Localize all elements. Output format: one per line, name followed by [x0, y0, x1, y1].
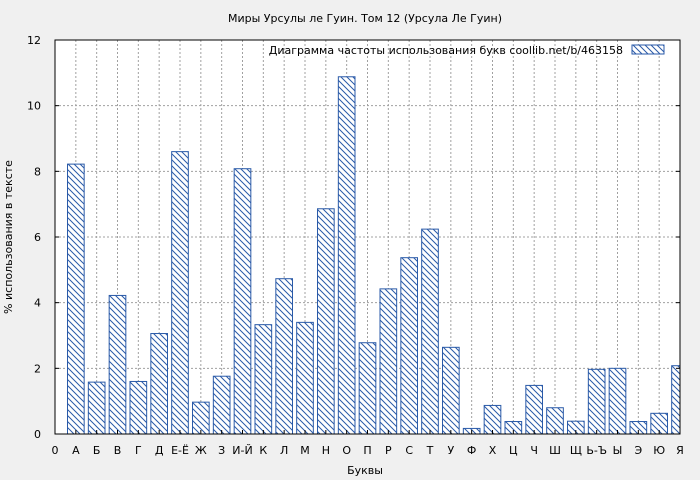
x-tick-label: Е-Ё — [171, 444, 189, 457]
bar — [233, 168, 252, 435]
y-tick-label: 10 — [27, 100, 41, 113]
x-tick-label: В — [114, 444, 122, 457]
bar — [296, 321, 314, 435]
x-tick-label: Ш — [549, 444, 561, 457]
chart-title: Миры Урсулы ле Гуин. Том 12 (Урсула Ле Г… — [228, 12, 502, 25]
bar — [192, 401, 210, 435]
y-tick-label: 12 — [27, 34, 41, 47]
x-tick-label: П — [363, 444, 371, 457]
x-tick-label: Г — [135, 444, 142, 457]
bar — [212, 375, 231, 435]
x-tick-label: Д — [155, 444, 164, 457]
bar — [87, 381, 106, 435]
bar — [337, 76, 356, 435]
x-tick-label: М — [300, 444, 310, 457]
x-axis-label: Буквы — [347, 464, 383, 477]
bar — [483, 404, 502, 435]
bar — [379, 288, 398, 435]
axes — [54, 39, 681, 435]
bar — [108, 294, 127, 435]
bar — [67, 163, 85, 435]
bar — [150, 333, 168, 435]
x-tick-label: Ф — [467, 444, 476, 457]
legend: Диаграмма частоты использования букв coo… — [269, 44, 665, 57]
x-tick-label: А — [72, 444, 80, 457]
x-tick-label: Б — [93, 444, 101, 457]
x-tick-label: Р — [385, 444, 392, 457]
legend-swatch — [631, 44, 665, 55]
y-tick-label: 0 — [34, 428, 41, 441]
bar — [608, 367, 627, 435]
x-tick-label: Э — [634, 444, 642, 457]
y-tick-label: 4 — [34, 297, 41, 310]
bar — [525, 384, 543, 435]
x-tick-label: Ч — [530, 444, 538, 457]
x-tick-label: Щ — [570, 444, 582, 457]
x-tick-label: Л — [280, 444, 288, 457]
x-tick-label: О — [342, 444, 351, 457]
x-tick-label: Ц — [509, 444, 518, 457]
bar — [400, 257, 419, 435]
bar — [358, 342, 377, 435]
x-tick-label: У — [447, 444, 454, 457]
x-tick-label: Ь-Ъ — [586, 444, 607, 457]
bar — [171, 151, 189, 435]
x-tick-label: З — [218, 444, 225, 457]
bar — [671, 365, 681, 435]
x-tick-label: Н — [322, 444, 330, 457]
bar — [442, 346, 460, 435]
y-tick-label: 8 — [34, 165, 41, 178]
y-axis-label: % использования в тексте — [2, 160, 15, 314]
x-tick-label: Ю — [653, 444, 665, 457]
bar — [421, 228, 439, 435]
x-tick-label: Х — [489, 444, 497, 457]
y-tick-labels: 0 2 4 6 8 10 12 — [27, 34, 41, 441]
x-tick-label: Я — [676, 444, 684, 457]
x-tick-labels: 0 А Б В Г Д Е-Ё Ж З И-Й К Л М Н О П Р С Т У Ф Х Ц Ч Ш Щ Ь-Ъ Ы Э Ю Я — [52, 444, 684, 457]
x-tick-label: Ы — [613, 444, 623, 457]
x-tick-label: С — [405, 444, 413, 457]
bar — [587, 368, 606, 435]
bar — [317, 208, 335, 435]
x-tick-label: К — [259, 444, 267, 457]
legend-label: Диаграмма частоты использования букв coo… — [269, 44, 623, 57]
bar — [129, 380, 148, 435]
x-tick-label: И-Й — [232, 444, 252, 457]
bars — [67, 76, 681, 435]
x-tick-label: Ж — [195, 444, 207, 457]
x-tick-label: Т — [426, 444, 434, 457]
bar — [254, 324, 273, 435]
y-tick-label: 6 — [34, 231, 41, 244]
y-tick-label: 2 — [34, 362, 41, 375]
bar — [275, 278, 294, 435]
x-tick-label: 0 — [52, 444, 59, 457]
